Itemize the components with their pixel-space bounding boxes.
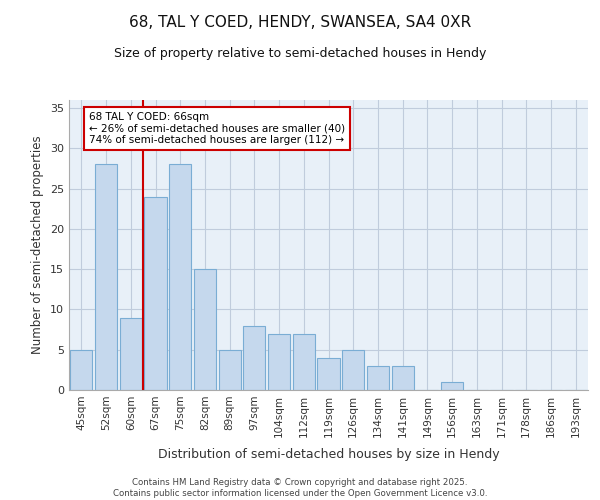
Bar	[293, 334, 315, 390]
Text: 68 TAL Y COED: 66sqm
← 26% of semi-detached houses are smaller (40)
74% of semi-: 68 TAL Y COED: 66sqm ← 26% of semi-detac…	[89, 112, 345, 146]
Bar	[243, 326, 265, 390]
Bar	[119, 318, 142, 390]
Bar	[342, 350, 364, 390]
Bar	[169, 164, 191, 390]
Text: 68, TAL Y COED, HENDY, SWANSEA, SA4 0XR: 68, TAL Y COED, HENDY, SWANSEA, SA4 0XR	[129, 15, 471, 30]
Bar	[70, 350, 92, 390]
Bar	[268, 334, 290, 390]
Text: Size of property relative to semi-detached houses in Hendy: Size of property relative to semi-detach…	[114, 48, 486, 60]
Bar	[367, 366, 389, 390]
Bar	[145, 196, 167, 390]
Bar	[317, 358, 340, 390]
Bar	[441, 382, 463, 390]
Y-axis label: Number of semi-detached properties: Number of semi-detached properties	[31, 136, 44, 354]
Bar	[95, 164, 117, 390]
Bar	[392, 366, 414, 390]
Bar	[194, 269, 216, 390]
Text: Contains HM Land Registry data © Crown copyright and database right 2025.
Contai: Contains HM Land Registry data © Crown c…	[113, 478, 487, 498]
X-axis label: Distribution of semi-detached houses by size in Hendy: Distribution of semi-detached houses by …	[158, 448, 499, 461]
Bar	[218, 350, 241, 390]
